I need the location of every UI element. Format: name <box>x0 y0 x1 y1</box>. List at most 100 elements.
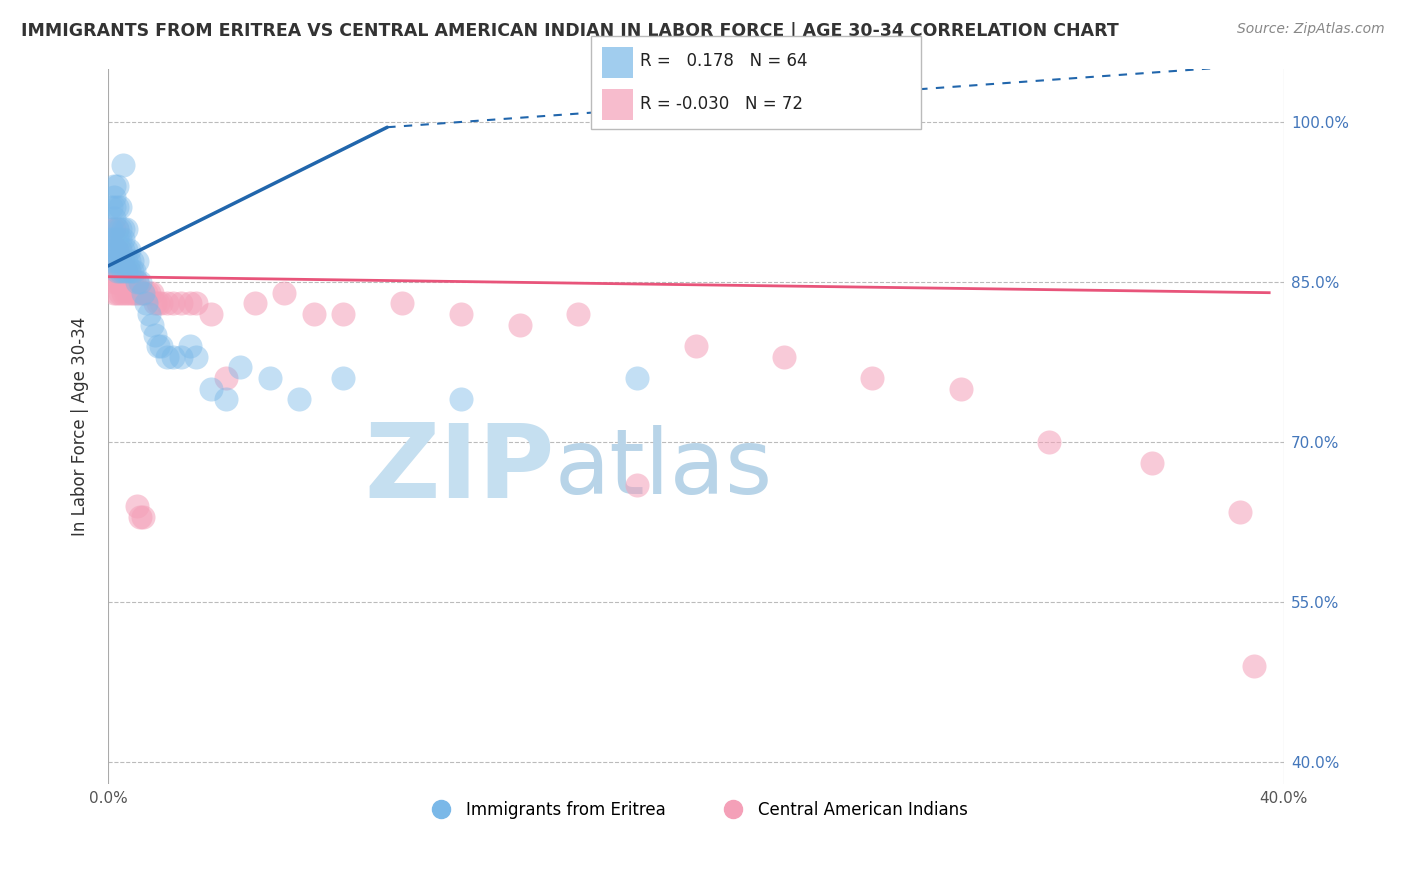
Point <box>117 243 139 257</box>
Text: IMMIGRANTS FROM ERITREA VS CENTRAL AMERICAN INDIAN IN LABOR FORCE | AGE 30-34 CO: IMMIGRANTS FROM ERITREA VS CENTRAL AMERI… <box>21 22 1119 40</box>
Point <box>103 232 125 246</box>
Point <box>129 275 152 289</box>
Point <box>124 285 146 300</box>
Point <box>146 296 169 310</box>
Point <box>117 264 139 278</box>
Point <box>100 264 122 278</box>
Point <box>108 221 131 235</box>
Point <box>132 285 155 300</box>
Point <box>105 275 128 289</box>
Text: ZIP: ZIP <box>364 418 555 519</box>
Point <box>105 243 128 257</box>
Point <box>567 307 589 321</box>
Point <box>509 318 531 332</box>
Text: atlas: atlas <box>555 425 773 513</box>
Point <box>108 253 131 268</box>
Point <box>149 296 172 310</box>
Point <box>105 285 128 300</box>
Point <box>114 221 136 235</box>
Point <box>111 275 134 289</box>
Point <box>214 371 236 385</box>
Point <box>103 221 125 235</box>
Point <box>117 264 139 278</box>
Point <box>111 221 134 235</box>
Point <box>141 285 163 300</box>
Point <box>127 285 149 300</box>
Point <box>117 253 139 268</box>
Point <box>162 350 184 364</box>
Point <box>949 382 972 396</box>
Point <box>135 285 157 300</box>
Point <box>111 253 134 268</box>
Point <box>111 253 134 268</box>
Point <box>156 350 179 364</box>
Point <box>332 307 354 321</box>
Point <box>127 499 149 513</box>
Point <box>100 253 122 268</box>
Point <box>103 264 125 278</box>
Point <box>103 189 125 203</box>
Point <box>685 339 707 353</box>
Point <box>200 382 222 396</box>
Point <box>132 285 155 300</box>
Point <box>103 285 125 300</box>
Point <box>200 307 222 321</box>
Point <box>117 285 139 300</box>
Point <box>108 253 131 268</box>
Point <box>129 285 152 300</box>
Point <box>105 178 128 193</box>
Point <box>103 178 125 193</box>
Point <box>111 243 134 257</box>
Y-axis label: In Labor Force | Age 30-34: In Labor Force | Age 30-34 <box>72 317 89 536</box>
Point <box>117 275 139 289</box>
Point <box>450 307 472 321</box>
Point <box>103 243 125 257</box>
Point <box>105 264 128 278</box>
Point <box>111 264 134 278</box>
Point <box>138 285 160 300</box>
Point <box>179 339 201 353</box>
Point <box>127 275 149 289</box>
Point <box>1140 457 1163 471</box>
Point <box>108 275 131 289</box>
Point <box>114 264 136 278</box>
Point <box>108 232 131 246</box>
Point <box>105 221 128 235</box>
Point <box>105 200 128 214</box>
Point <box>103 211 125 225</box>
Point <box>111 264 134 278</box>
Point <box>391 296 413 310</box>
Point <box>103 275 125 289</box>
Point <box>214 392 236 407</box>
Point <box>170 296 193 310</box>
Point <box>121 253 143 268</box>
Point <box>114 264 136 278</box>
Point <box>243 296 266 310</box>
Point <box>100 243 122 257</box>
Point <box>108 200 131 214</box>
Point <box>111 285 134 300</box>
Point <box>111 158 134 172</box>
Point <box>100 253 122 268</box>
Point <box>626 371 648 385</box>
Point <box>103 200 125 214</box>
Point <box>114 243 136 257</box>
Point <box>138 307 160 321</box>
Point <box>114 275 136 289</box>
Point <box>143 296 166 310</box>
Point <box>135 296 157 310</box>
Point <box>170 350 193 364</box>
Point <box>100 221 122 235</box>
Point <box>100 232 122 246</box>
Point <box>105 221 128 235</box>
Point <box>100 200 122 214</box>
Point <box>141 318 163 332</box>
Text: R = -0.030   N = 72: R = -0.030 N = 72 <box>640 95 803 113</box>
Point <box>103 253 125 268</box>
Point <box>132 509 155 524</box>
Point <box>105 264 128 278</box>
Point <box>111 232 134 246</box>
Point <box>127 253 149 268</box>
Point <box>186 296 208 310</box>
Point <box>179 296 201 310</box>
